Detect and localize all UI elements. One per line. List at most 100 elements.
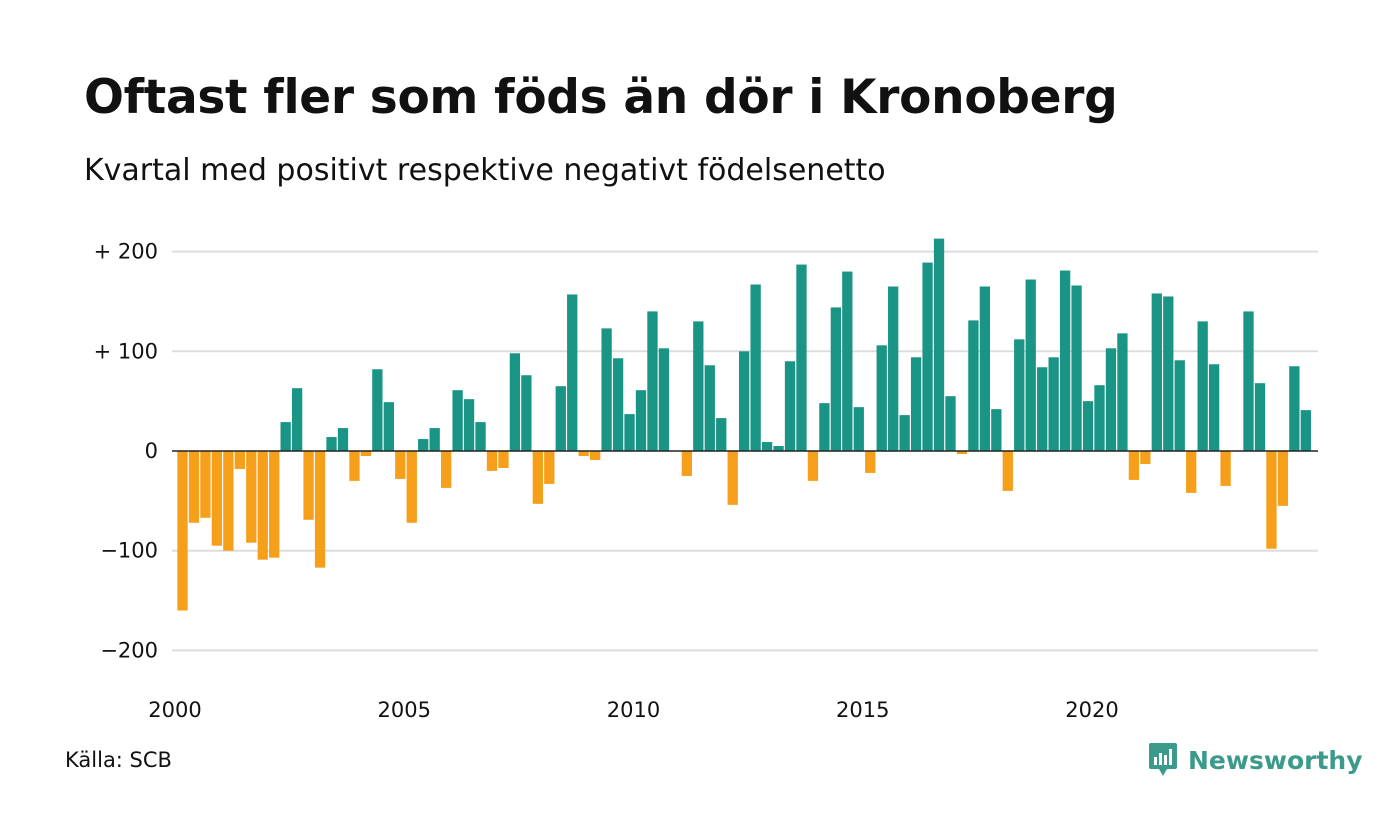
bar-negative: [681, 451, 692, 476]
bar-positive: [1174, 360, 1185, 451]
bar-positive: [567, 294, 578, 451]
bar-positive: [429, 428, 440, 451]
x-axis-tick-labels: 2000 2005 2010 2015 2020: [148, 698, 1118, 722]
bar-negative: [406, 451, 417, 523]
bar-positive: [1025, 279, 1036, 451]
bar-positive: [1105, 348, 1117, 451]
bar-positive: [842, 271, 853, 451]
bar-negative: [532, 451, 543, 504]
bar-positive: [635, 390, 647, 451]
bar-negative: [349, 451, 360, 481]
bar-positive: [658, 348, 670, 451]
y-tick-label: −100: [100, 539, 158, 563]
x-tick-label: 2005: [378, 698, 431, 722]
bar-positive: [647, 311, 658, 451]
bar-negative: [1186, 451, 1197, 493]
bar-negative: [440, 451, 452, 488]
bar-negative: [590, 451, 601, 460]
bar-negative: [1266, 451, 1277, 549]
bar-positive: [739, 351, 750, 451]
bar-positive: [876, 345, 887, 451]
bar-positive: [1300, 410, 1311, 451]
bar-positive: [418, 439, 429, 451]
y-tick-label: + 100: [94, 339, 158, 363]
bar-positive: [945, 396, 956, 451]
bar-negative: [257, 451, 268, 560]
newsworthy-bar-chart-icon: [1149, 743, 1177, 776]
bar-positive: [1094, 385, 1105, 451]
bar-positive: [555, 386, 566, 451]
bar-positive: [291, 388, 303, 451]
bar-positive: [612, 358, 624, 451]
bar-positive: [819, 403, 830, 451]
bar-positive: [1014, 339, 1025, 451]
bar-positive: [509, 353, 521, 451]
bar-negative: [578, 451, 589, 456]
bar-positive: [521, 375, 532, 451]
bar-positive: [773, 446, 784, 451]
bar-positive: [853, 407, 864, 451]
bar-positive: [910, 357, 922, 451]
bar-positive: [1243, 311, 1254, 451]
bar-positive: [1254, 383, 1266, 451]
bar-positive: [968, 320, 979, 451]
bar-negative: [1220, 451, 1231, 486]
x-tick-label: 2015: [836, 698, 889, 722]
bar-negative: [486, 451, 498, 471]
bar-positive: [372, 369, 383, 451]
bar-positive: [784, 361, 796, 451]
y-axis-tick-labels: + 200 + 100 0 −100 −200: [94, 240, 158, 663]
bar-positive: [1037, 367, 1048, 451]
bar-negative: [314, 451, 326, 568]
bar-negative: [807, 451, 819, 481]
bar-positive: [1151, 293, 1162, 451]
bar-negative: [234, 451, 245, 469]
bar-positive: [761, 442, 773, 451]
bar-negative: [727, 451, 738, 505]
source-note: Källa: SCB: [65, 748, 172, 772]
bar-positive: [1208, 364, 1220, 451]
bar-positive: [463, 399, 475, 451]
bar-positive: [979, 286, 991, 451]
bar-negative: [188, 451, 200, 523]
bar-negative: [200, 451, 211, 518]
brand-logo[interactable]: Newsworthy: [1148, 742, 1363, 778]
bar-positive: [1163, 296, 1174, 451]
bar-negative: [303, 451, 314, 520]
bar-negative: [1128, 451, 1140, 480]
bar-negative: [246, 451, 257, 543]
brand-name: Newsworthy: [1188, 745, 1363, 775]
bar-positive: [888, 286, 899, 451]
chart-subtitle: Kvartal med positivt respektive negativt…: [84, 153, 886, 188]
bar-negative: [1277, 451, 1289, 506]
bar-positive: [1059, 270, 1071, 451]
bar-negative: [223, 451, 234, 551]
bar-positive: [280, 422, 291, 451]
bar-positive: [1117, 333, 1128, 451]
bar-positive: [830, 307, 842, 451]
bar-positive: [899, 415, 910, 451]
bar-negative: [1002, 451, 1013, 491]
bar-positive: [383, 402, 394, 451]
bar-negative: [177, 451, 188, 611]
x-tick-label: 2010: [607, 698, 660, 722]
bar-negative: [1140, 451, 1151, 464]
bar-positive: [716, 418, 727, 451]
bar-negative: [498, 451, 509, 468]
bar-positive: [693, 321, 704, 451]
bar-negative: [269, 451, 280, 558]
chart-title: Oftast fler som föds än dör i Kronoberg: [84, 70, 1118, 125]
bar-positive: [475, 422, 486, 451]
y-tick-label: + 200: [94, 240, 158, 264]
y-tick-label: −200: [100, 638, 158, 662]
bar-positive: [922, 262, 933, 451]
bar-negative: [395, 451, 406, 479]
bar-positive: [1197, 321, 1208, 451]
bars: [177, 238, 1311, 611]
bar-positive: [601, 328, 612, 451]
bar-positive: [796, 264, 807, 451]
bar-positive: [750, 284, 761, 451]
bar-positive: [624, 414, 635, 451]
bar-positive: [991, 409, 1002, 451]
bar-positive: [704, 365, 715, 451]
